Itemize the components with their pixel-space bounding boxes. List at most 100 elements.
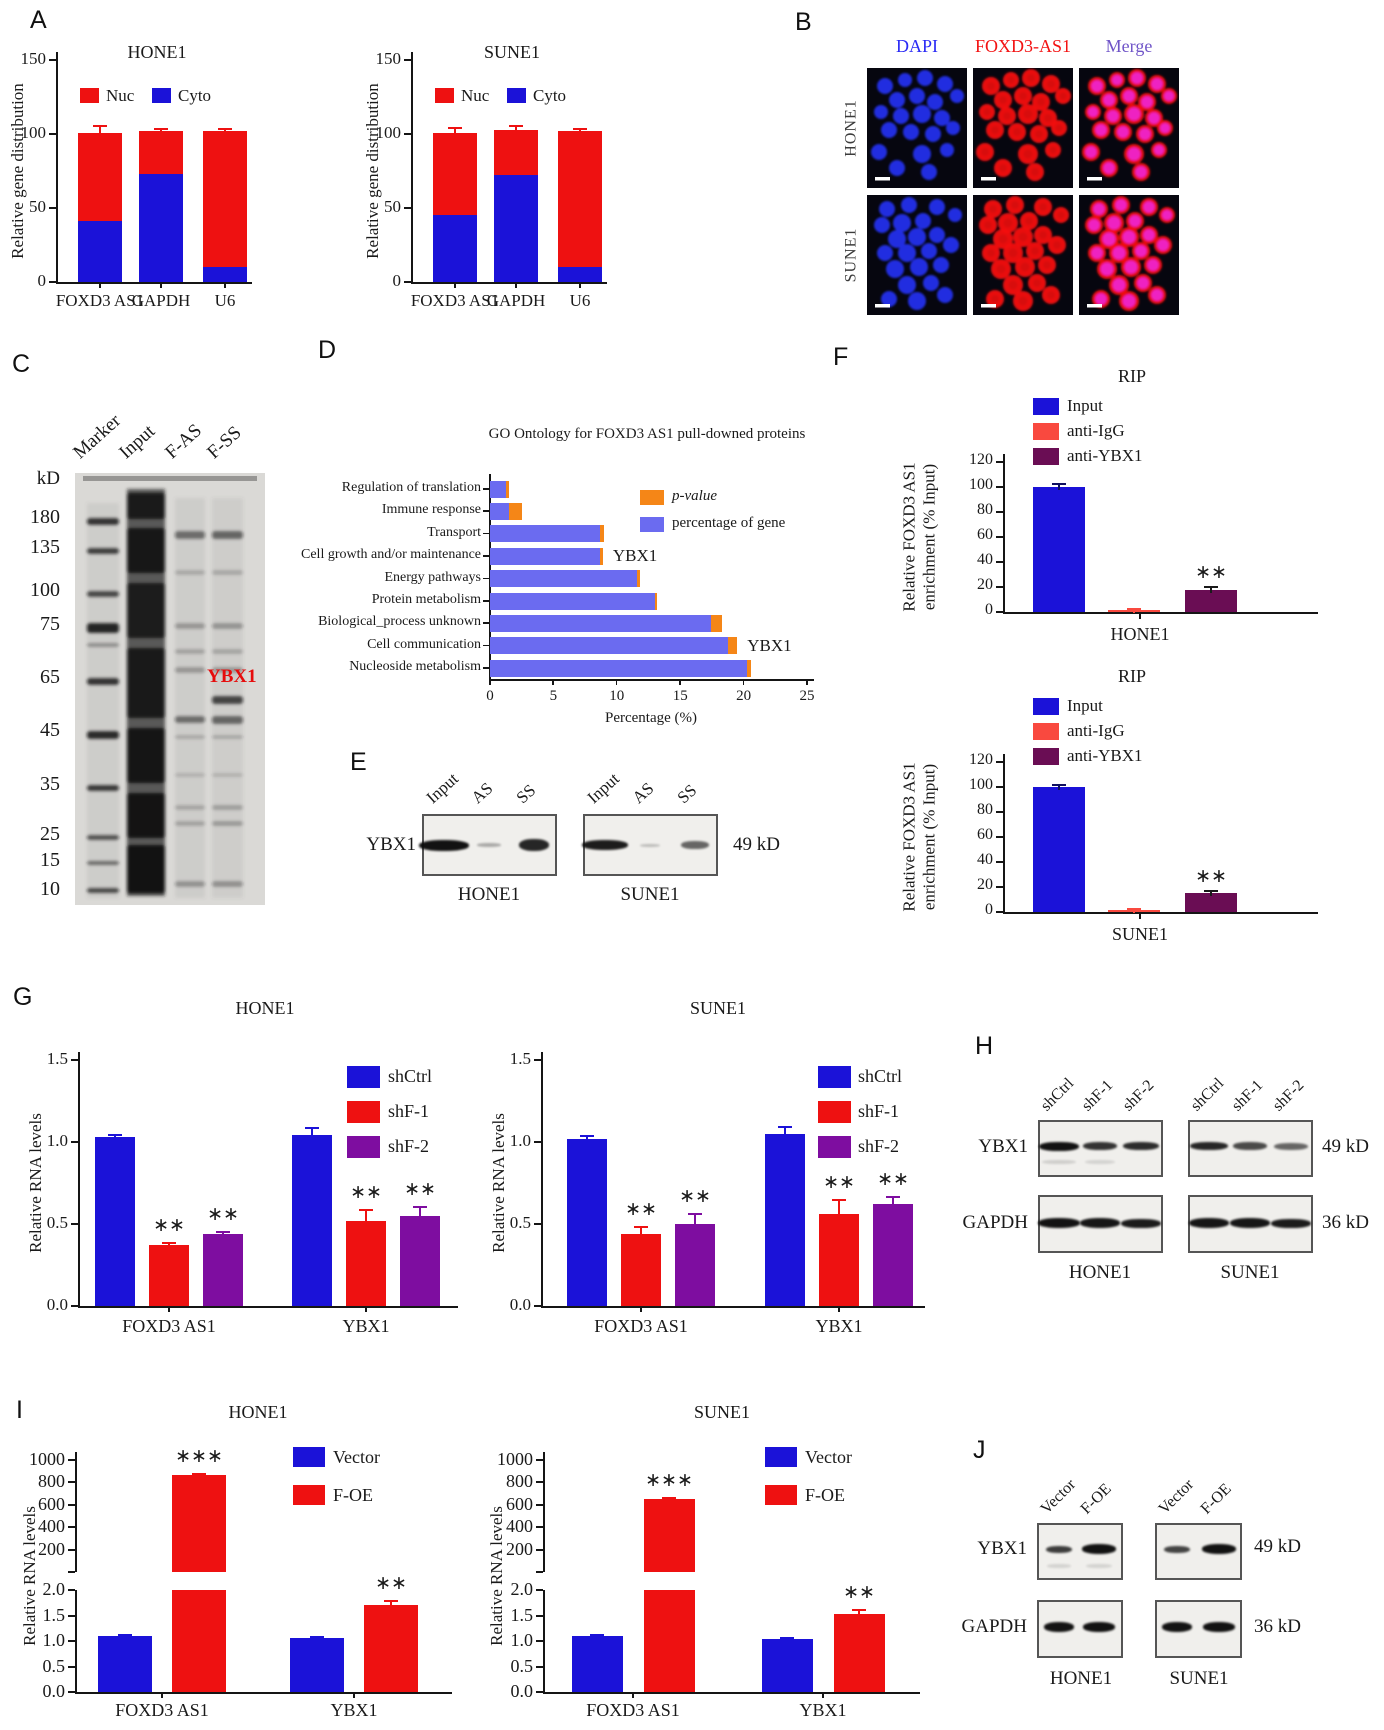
bar-segment (139, 173, 183, 282)
y-axis-upper (75, 1452, 77, 1572)
significance-stars: ∗∗ (1195, 866, 1227, 888)
category-tick (483, 600, 489, 602)
chart-title: SUNE1 (693, 1402, 750, 1422)
protein-band (419, 839, 469, 851)
protein-band (1162, 1622, 1192, 1632)
legend-label: anti-YBX1 (1067, 446, 1143, 465)
y-axis-label: Relative RNA levels (19, 1506, 39, 1646)
bar (346, 1220, 386, 1306)
protein-label: GAPDH (962, 1212, 1028, 1233)
error-bar (124, 1633, 126, 1639)
y-tick (68, 1691, 75, 1693)
y-tick-label: 0.0 (46, 1295, 68, 1314)
ybx1-annotation: YBX1 (612, 546, 658, 566)
y-tick (68, 1571, 75, 1573)
protein-band (1047, 1564, 1071, 1568)
category-label: Regulation of translation (341, 480, 481, 495)
error-bar (99, 216, 101, 226)
y-tick (68, 1548, 75, 1551)
bar (400, 1215, 440, 1306)
y-tick-label: 1.0 (46, 1131, 68, 1150)
y-tick (534, 1141, 541, 1143)
legend-swatch (293, 1485, 325, 1505)
error-bar-cap (1052, 783, 1066, 786)
error-bar-cap (154, 176, 168, 179)
error-bar-cap (509, 179, 523, 182)
protein-band (1082, 1544, 1116, 1554)
legend-label: shCtrl (388, 1066, 433, 1086)
x-tick-label: 0 (486, 688, 494, 704)
protein-band (1046, 1545, 1072, 1553)
y-tick (996, 486, 1003, 488)
bar (364, 1605, 418, 1692)
y-tick-label: 50 (384, 197, 401, 216)
error-bar-cap (688, 1212, 702, 1215)
x-tick (552, 679, 554, 685)
error-bar (586, 1135, 588, 1142)
error-bar (1210, 890, 1212, 897)
error-bar (640, 1225, 642, 1237)
legend-label: p-value (672, 488, 717, 504)
significance-stars: ∗∗ (877, 1169, 909, 1191)
protein-band (1274, 1142, 1308, 1150)
y-tick (49, 133, 56, 135)
protein-band (681, 841, 709, 849)
y-tick (71, 1141, 78, 1143)
bar-segment (558, 267, 602, 282)
error-bar (168, 1242, 170, 1249)
y-tick-label: 0.0 (510, 1681, 534, 1701)
x-tick (632, 1692, 634, 1698)
error-bar-cap (108, 1133, 122, 1136)
x-category-label: YBX1 (815, 1316, 863, 1336)
category-tick (483, 667, 489, 669)
y-axis-label: Relative gene distribution (362, 83, 382, 259)
size-label: 36 kD (1322, 1212, 1369, 1233)
protein-label: YBX1 (977, 1538, 1027, 1559)
y-tick (536, 1459, 543, 1461)
y-tick-label: 0.5 (509, 1213, 531, 1232)
error-bar-cap (305, 1127, 319, 1130)
x-tick (168, 1306, 170, 1312)
error-bar-cap (413, 1205, 427, 1208)
go-bar-pvalue (710, 614, 723, 632)
gel-lane-label: Marker (69, 410, 125, 464)
bar-segment (139, 131, 183, 174)
y-tick-label: 20 (977, 876, 993, 893)
y-tick (996, 611, 1003, 613)
ladder-label: 10 (40, 878, 60, 900)
error-bar-cap (93, 125, 107, 128)
bar (95, 1137, 135, 1306)
ladder-label: 25 (40, 823, 60, 845)
y-axis-label: Relative FOXD3 AS1 enrichment (% Input) (899, 762, 939, 912)
x-category-label: FOXD3 AS1 (55, 291, 145, 310)
legend-swatch (765, 1485, 797, 1505)
y-axis (56, 52, 58, 282)
x-category-label: FOXD3 AS1 (115, 1700, 209, 1720)
y-tick-label: 0 (37, 271, 47, 290)
legend-label: shF-1 (388, 1101, 430, 1121)
error-bar (784, 1125, 786, 1137)
y-tick (536, 1526, 543, 1529)
error-bar-cap (359, 1209, 373, 1212)
y-axis (1003, 754, 1005, 912)
bar-lower-segment (643, 1590, 695, 1692)
legend-label: Vector (805, 1447, 852, 1467)
y-tick (996, 761, 1003, 763)
y-tick (996, 536, 1003, 538)
y-tick-label: 60 (977, 826, 993, 843)
error-bar-cap (448, 219, 462, 222)
error-bar (515, 169, 517, 182)
y-tick (534, 1305, 541, 1307)
significance-stars: ∗∗ (153, 1215, 185, 1237)
significance-stars: ∗∗∗ (645, 1470, 693, 1492)
blot-lane-label: shCtrl (1187, 1074, 1228, 1115)
ladder-label: 75 (40, 613, 60, 635)
significance-stars: ∗∗∗ (175, 1445, 223, 1467)
y-tick-label: 40 (977, 551, 993, 568)
blot-lane-label: SS (512, 780, 540, 808)
protein-band (582, 840, 628, 850)
error-bar (114, 1133, 116, 1141)
bar (1033, 487, 1085, 612)
legend-label: shF-2 (388, 1136, 430, 1156)
bar (675, 1224, 715, 1306)
